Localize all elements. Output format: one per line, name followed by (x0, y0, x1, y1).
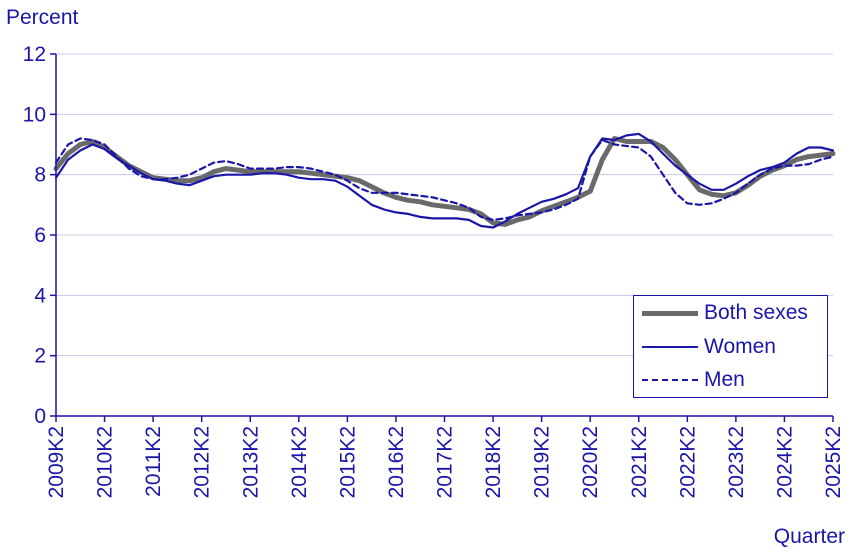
y-tick-label: 8 (34, 164, 46, 187)
legend-swatch-men (642, 379, 698, 381)
legend-swatch-women (642, 346, 698, 348)
y-tick-label: 2 (34, 345, 46, 368)
x-tick-label: 2025K2 (822, 426, 845, 498)
x-tick-label: 2015K2 (336, 426, 359, 498)
y-axis-title: Percent (6, 6, 79, 29)
legend: Both sexes Women Men (633, 295, 828, 398)
x-tick-label: 2016K2 (385, 426, 408, 498)
x-tick-label: 2013K2 (239, 426, 262, 498)
x-tick-label: 2009K2 (45, 426, 68, 498)
legend-label-men: Men (704, 368, 745, 391)
y-tick-label: 0 (34, 405, 46, 428)
x-tick-label: 2019K2 (531, 426, 554, 498)
legend-item-women: Women (642, 333, 776, 361)
legend-label-both-sexes: Both sexes (704, 301, 808, 324)
x-tick-label: 2020K2 (579, 426, 602, 498)
x-axis-ticks: 2009K2 2010K2 2011K2 2012K2 2013K2 2014K2 2015… (45, 416, 845, 498)
x-tick-label: 2023K2 (725, 426, 748, 498)
x-tick-label: 2018K2 (482, 426, 505, 498)
y-tick-label: 6 (34, 224, 46, 247)
y-axis-ticks: 0 2 4 6 8 10 12 (23, 43, 56, 428)
y-tick-label: 12 (23, 43, 46, 66)
x-tick-label: 2017K2 (434, 426, 457, 498)
legend-item-both-sexes: Both sexes (642, 299, 808, 327)
x-tick-label: 2024K2 (773, 426, 796, 498)
series-lines (53, 132, 836, 229)
x-tick-label: 2014K2 (288, 426, 311, 498)
series-line-men (54, 137, 835, 221)
y-tick-label: 10 (23, 103, 46, 126)
x-tick-label: 2022K2 (676, 426, 699, 498)
x-tick-label: 2010K2 (94, 426, 117, 498)
y-tick-label: 4 (34, 284, 46, 307)
legend-label-women: Women (704, 335, 776, 358)
x-tick-label: 2012K2 (191, 426, 214, 498)
series-line-women (54, 132, 835, 229)
legend-item-men: Men (642, 366, 745, 394)
x-tick-label: 2011K2 (142, 426, 165, 497)
x-tick-label: 2021K2 (628, 426, 651, 498)
x-axis-title: Quarter (773, 525, 845, 548)
series-line-both-sexes (53, 136, 836, 227)
legend-swatch-both-sexes (642, 310, 698, 316)
